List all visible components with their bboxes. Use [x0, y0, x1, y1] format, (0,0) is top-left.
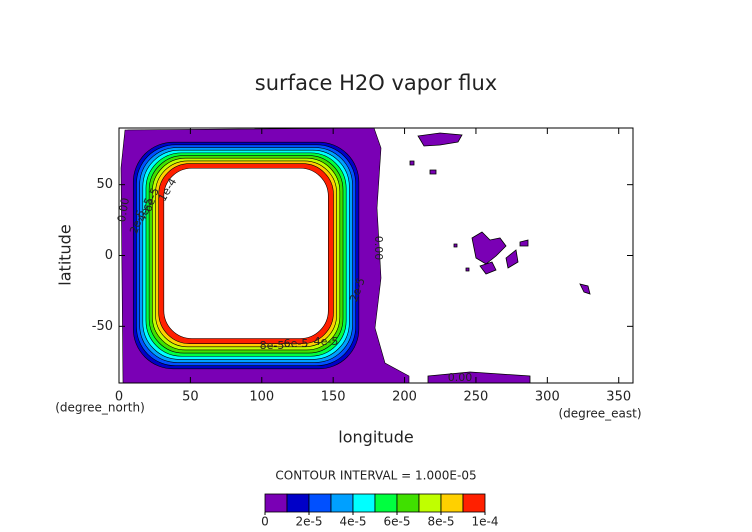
x-tick-label: 50 [182, 390, 199, 405]
x-axis-label: longitude [338, 428, 413, 447]
colorbar-box [330, 493, 354, 513]
colorbar-label: 2e-5 [296, 515, 323, 529]
land-blob [479, 261, 497, 275]
land-blob [409, 160, 415, 166]
land-blob [453, 243, 458, 248]
contour-label: 6e-5 [284, 337, 309, 350]
blobs [409, 132, 591, 384]
contour-label: 4e-5 [314, 335, 339, 348]
x-tick-label: 150 [321, 390, 346, 405]
y-tick-label: 0 [105, 248, 113, 263]
colorbar-box [396, 493, 420, 513]
land-blob [429, 169, 437, 175]
x-tick-label: 250 [464, 390, 489, 405]
land-blob [505, 249, 519, 269]
colorbar-box [264, 493, 288, 513]
colorbar-label: 6e-5 [384, 515, 411, 529]
field [120, 127, 410, 384]
x-tick-label: 200 [392, 390, 417, 405]
x-tick-label: 0 [115, 390, 123, 405]
land-blob [465, 267, 470, 272]
colorbar-box [374, 493, 398, 513]
contour-label: 0.00 [115, 197, 132, 223]
y-tick-label: 50 [96, 177, 113, 192]
colorbar-title: CONTOUR INTERVAL = 1.000E-05 [275, 469, 476, 483]
colorbar-label: 8e-5 [428, 515, 455, 529]
contour-label: 0.00 [448, 371, 473, 384]
land-blob [471, 231, 507, 265]
x-tick-label: 100 [249, 390, 274, 405]
colorbar-box [440, 493, 464, 513]
contour-label: 0.00 [372, 236, 385, 261]
colorbar-box [418, 493, 442, 513]
x-units: (degree_east) [558, 407, 641, 421]
y-units: (degree_north) [55, 401, 145, 415]
land-blob [519, 239, 529, 247]
y-tick-label: -50 [92, 319, 113, 334]
colorbar-label: 1e-4 [472, 515, 499, 529]
colorbar-box [462, 493, 486, 513]
x-tick-label: 350 [606, 390, 631, 405]
colorbar-label: 0 [261, 515, 269, 529]
chart-title: surface H2O vapor flux [255, 71, 497, 95]
colorbar-box [308, 493, 332, 513]
x-tick-label: 300 [535, 390, 560, 405]
colorbar-box [352, 493, 376, 513]
interior [163, 167, 329, 339]
land-blob [427, 371, 531, 384]
colorbar-box [286, 493, 310, 513]
y-axis-label: latitude [56, 224, 75, 285]
land-blob [417, 132, 463, 147]
land-blob [579, 283, 591, 295]
contour-label: 8e-5 [260, 339, 285, 352]
colorbar-label: 4e-5 [340, 515, 367, 529]
